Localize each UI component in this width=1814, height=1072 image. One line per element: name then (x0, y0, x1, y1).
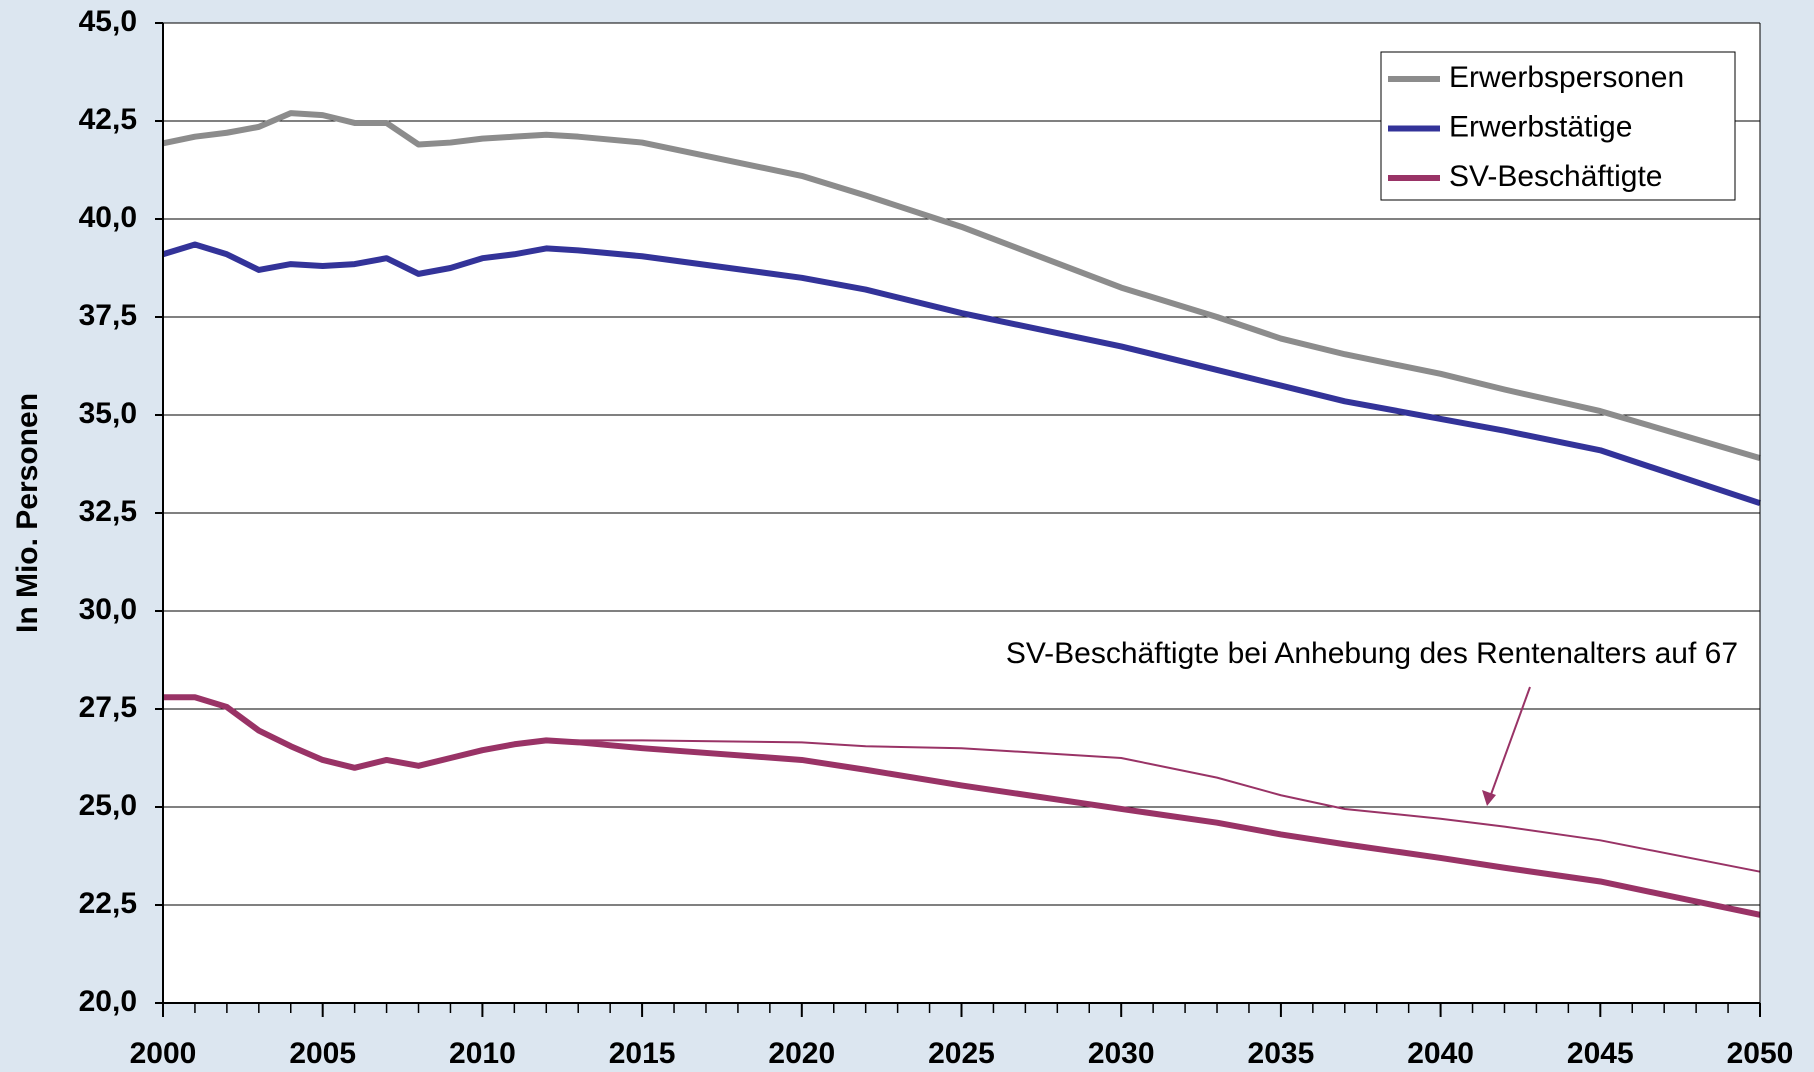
line-series (162, 241, 1761, 507)
x-tick-label: 2035 (1248, 1037, 1315, 1070)
y-tick-label: 22,5 (79, 887, 137, 920)
x-tick-label: 2010 (449, 1037, 516, 1070)
legend-label: SV-Beschäftigte (1449, 160, 1662, 193)
annotation-arrowhead (1482, 790, 1496, 806)
x-tick-label: 2005 (289, 1037, 356, 1070)
y-tick-label: 42,5 (79, 103, 137, 136)
line-series (546, 739, 1761, 873)
annotation-arrow (1488, 686, 1531, 801)
x-tick-label: 2045 (1567, 1037, 1634, 1070)
x-tick-label: 2040 (1407, 1037, 1474, 1070)
y-tick-label: 25,0 (79, 789, 137, 822)
legend-label: Erwerbspersonen (1449, 61, 1684, 94)
legend-label: Erwerbstätige (1449, 110, 1632, 143)
annotation: SV-Beschäftigte bei Anhebung des Rentena… (1006, 637, 1738, 670)
y-tick-label: 20,0 (79, 985, 137, 1018)
x-tick-label: 2000 (130, 1037, 197, 1070)
y-tick-label: 30,0 (79, 593, 137, 626)
x-tick-label: 2015 (609, 1037, 676, 1070)
lines (162, 110, 1761, 918)
y-tick-label: 27,5 (79, 691, 137, 724)
y-tick-label: 37,5 (79, 299, 137, 332)
x-tick-label: 2025 (928, 1037, 995, 1070)
legend-entries: Erwerbspersonen Erwerbstätige SV-Beschäfti… (1388, 61, 1684, 193)
line-series (162, 110, 1761, 461)
y-axis-label: In Mio. Personen (11, 393, 44, 633)
y-tick-label: 32,5 (79, 495, 137, 528)
x-tick-label: 2050 (1727, 1037, 1794, 1070)
x-tick-label: 2030 (1088, 1037, 1155, 1070)
y-tick-label: 45,0 (79, 5, 137, 38)
y-tick-label: 40,0 (79, 201, 137, 234)
x-tick-label: 2020 (768, 1037, 835, 1070)
y-tick-label: 35,0 (79, 397, 137, 430)
